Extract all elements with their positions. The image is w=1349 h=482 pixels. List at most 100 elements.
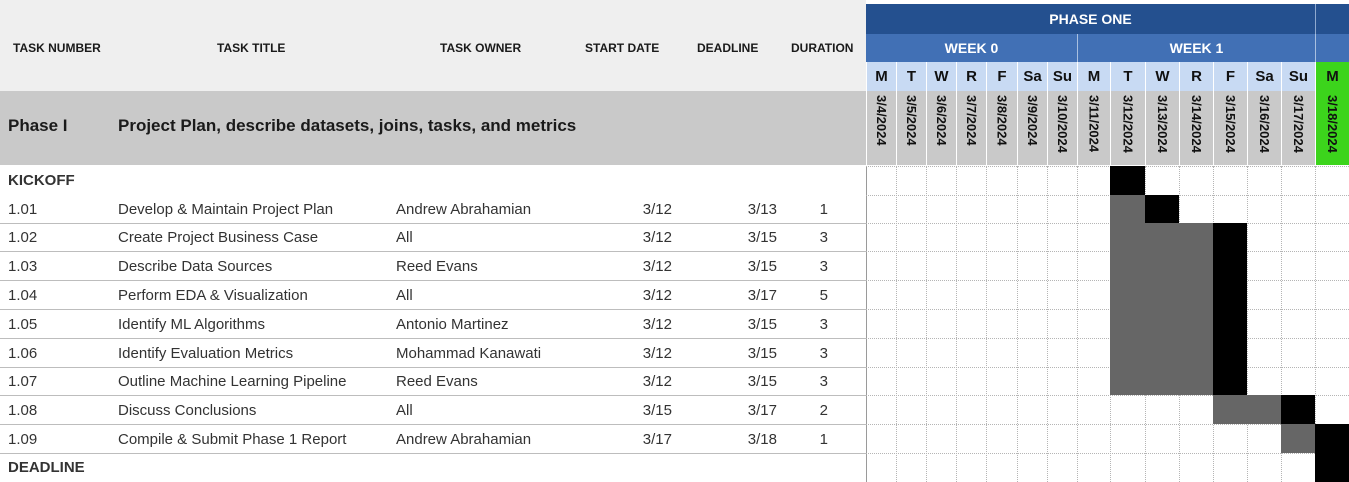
column-header-task-owner[interactable]: TASK OWNER xyxy=(440,41,522,55)
table-row[interactable]: 1.03 Describe Data Sources Reed Evans 3/12 3… xyxy=(0,251,866,280)
task-number-cell[interactable]: 1.04 xyxy=(8,287,38,304)
task-number-cell[interactable]: 1.01 xyxy=(8,201,38,218)
task-owner-cell[interactable]: Antonio Martinez xyxy=(396,316,509,333)
task-number-cell[interactable]: 1.03 xyxy=(8,258,38,275)
start-date-cell[interactable]: 3/12 xyxy=(642,345,672,362)
date-header-cell[interactable]: 3/10/2024 xyxy=(1047,91,1077,165)
phase-description[interactable]: Project Plan, describe datasets, joins, … xyxy=(118,116,577,135)
task-title-cell[interactable]: Create Project Business Case xyxy=(118,229,319,246)
date-header-cell[interactable]: 3/9/2024 xyxy=(1017,91,1047,165)
column-header-duration[interactable]: DURATION xyxy=(791,41,854,55)
day-header-cell[interactable]: F xyxy=(1213,62,1247,91)
date-header-cell[interactable]: 3/17/2024 xyxy=(1281,91,1315,165)
duration-cell[interactable]: 3 xyxy=(819,229,828,246)
duration-cell[interactable]: 3 xyxy=(819,258,828,275)
task-number-cell[interactable]: 1.02 xyxy=(8,229,38,246)
day-header-cell[interactable]: Su xyxy=(1281,62,1315,91)
task-title-cell[interactable]: Compile & Submit Phase 1 Report xyxy=(118,431,347,448)
gantt-milestone-cell[interactable] xyxy=(1281,395,1315,424)
gantt-bar-cell[interactable] xyxy=(1145,251,1179,280)
gantt-bar-cell[interactable] xyxy=(1179,338,1213,367)
date-header-cell[interactable]: 3/18/2024 xyxy=(1315,91,1349,165)
day-header-cell[interactable]: Sa xyxy=(1247,62,1281,91)
gantt-bar-cell[interactable] xyxy=(1145,367,1179,395)
gantt-milestone-cell[interactable] xyxy=(1315,453,1349,482)
gantt-bar-cell[interactable] xyxy=(1179,223,1213,251)
duration-cell[interactable]: 1 xyxy=(819,201,828,218)
duration-cell[interactable]: 3 xyxy=(819,316,828,333)
day-header-cell[interactable]: Su xyxy=(1047,62,1077,91)
table-row[interactable]: 1.09 Compile & Submit Phase 1 Report Andre… xyxy=(0,424,866,453)
start-date-cell[interactable]: 3/17 xyxy=(642,431,672,448)
day-header-cell[interactable]: R xyxy=(1179,62,1213,91)
day-header-cell[interactable]: M xyxy=(1315,62,1349,91)
date-header-cell[interactable]: 3/5/2024 xyxy=(896,91,926,165)
task-owner-cell[interactable]: Reed Evans xyxy=(396,258,478,275)
day-header-cell[interactable]: T xyxy=(896,62,926,91)
gantt-bar-cell[interactable] xyxy=(1110,309,1145,338)
gantt-bar-cell[interactable] xyxy=(1281,424,1315,453)
gantt-milestone-cell[interactable] xyxy=(1145,195,1179,223)
gantt-bar-cell[interactable] xyxy=(1179,280,1213,309)
start-date-cell[interactable]: 3/15 xyxy=(642,402,672,419)
column-header-task-number[interactable]: TASK NUMBER xyxy=(13,41,101,55)
task-number-cell[interactable]: 1.08 xyxy=(8,402,38,419)
day-header-cell[interactable]: W xyxy=(926,62,956,91)
deadline-cell[interactable]: 3/13 xyxy=(747,201,777,218)
task-title-cell[interactable]: Identify ML Algorithms xyxy=(118,316,266,333)
table-row[interactable]: 1.02 Create Project Business Case All 3/12 3… xyxy=(0,223,866,251)
task-title-cell[interactable]: Identify Evaluation Metrics xyxy=(118,345,294,362)
gantt-bar-cell[interactable] xyxy=(1145,280,1179,309)
task-owner-cell[interactable]: Andrew Abrahamian xyxy=(396,201,532,218)
gantt-milestone-cell[interactable] xyxy=(1213,367,1247,395)
column-header-task-title[interactable]: TASK TITLE xyxy=(217,41,286,55)
task-number-cell[interactable]: 1.09 xyxy=(8,431,38,448)
task-owner-cell[interactable]: All xyxy=(396,287,413,304)
day-header-cell[interactable]: R xyxy=(956,62,986,91)
gantt-bar-cell[interactable] xyxy=(1145,223,1179,251)
date-header-cell[interactable]: 3/8/2024 xyxy=(986,91,1017,165)
deadline-cell[interactable]: 3/18 xyxy=(747,431,777,448)
section-kickoff[interactable]: KICKOFF xyxy=(8,172,75,189)
deadline-cell[interactable]: 3/17 xyxy=(747,402,777,419)
gantt-bar-cell[interactable] xyxy=(1179,251,1213,280)
date-header-cell[interactable]: 3/15/2024 xyxy=(1213,91,1247,165)
gantt-bar-cell[interactable] xyxy=(1145,309,1179,338)
task-title-cell[interactable]: Describe Data Sources xyxy=(118,258,273,275)
task-title-cell[interactable]: Discuss Conclusions xyxy=(118,402,257,419)
task-number-cell[interactable]: 1.07 xyxy=(8,373,38,390)
deadline-cell[interactable]: 3/15 xyxy=(747,229,777,246)
section-deadline[interactable]: DEADLINE xyxy=(8,459,85,476)
day-header-cell[interactable]: T xyxy=(1110,62,1145,91)
task-owner-cell[interactable]: All xyxy=(396,229,413,246)
gantt-bar-cell[interactable] xyxy=(1145,338,1179,367)
deadline-cell[interactable]: 3/17 xyxy=(747,287,777,304)
gantt-milestone-cell[interactable] xyxy=(1213,223,1247,251)
gantt-bar-cell[interactable] xyxy=(1179,367,1213,395)
gantt-bar-cell[interactable] xyxy=(1110,367,1145,395)
column-header-start-date[interactable]: START DATE xyxy=(585,41,660,55)
date-header-cell[interactable]: 3/16/2024 xyxy=(1247,91,1281,165)
task-owner-cell[interactable]: Andrew Abrahamian xyxy=(396,431,532,448)
gantt-milestone-cell[interactable] xyxy=(1315,424,1349,453)
date-header-cell[interactable]: 3/11/2024 xyxy=(1077,91,1110,165)
table-row[interactable]: 1.01 Develop & Maintain Project Plan Andre… xyxy=(0,195,866,223)
table-row[interactable]: 1.04 Perform EDA & Visualization All 3/12 3/… xyxy=(0,280,866,309)
duration-cell[interactable]: 5 xyxy=(819,287,828,304)
day-header-cell[interactable]: M xyxy=(866,62,896,91)
task-number-cell[interactable]: 1.06 xyxy=(8,345,38,362)
date-header-cell[interactable]: 3/14/2024 xyxy=(1179,91,1213,165)
task-title-cell[interactable]: Outline Machine Learning Pipeline xyxy=(118,373,347,390)
gantt-bar-cell[interactable] xyxy=(1110,251,1145,280)
gantt-milestone-cell[interactable] xyxy=(1213,309,1247,338)
column-header-deadline[interactable]: DEADLINE xyxy=(697,41,759,55)
start-date-cell[interactable]: 3/12 xyxy=(642,201,672,218)
date-header-cell[interactable]: 3/6/2024 xyxy=(926,91,956,165)
gantt-bar-cell[interactable] xyxy=(1213,395,1247,424)
duration-cell[interactable]: 3 xyxy=(819,345,828,362)
task-owner-cell[interactable]: Reed Evans xyxy=(396,373,478,390)
task-owner-cell[interactable]: All xyxy=(396,402,413,419)
gantt-milestone-cell[interactable] xyxy=(1213,280,1247,309)
gantt-milestone-cell[interactable] xyxy=(1213,251,1247,280)
gantt-bar-cell[interactable] xyxy=(1110,195,1145,223)
